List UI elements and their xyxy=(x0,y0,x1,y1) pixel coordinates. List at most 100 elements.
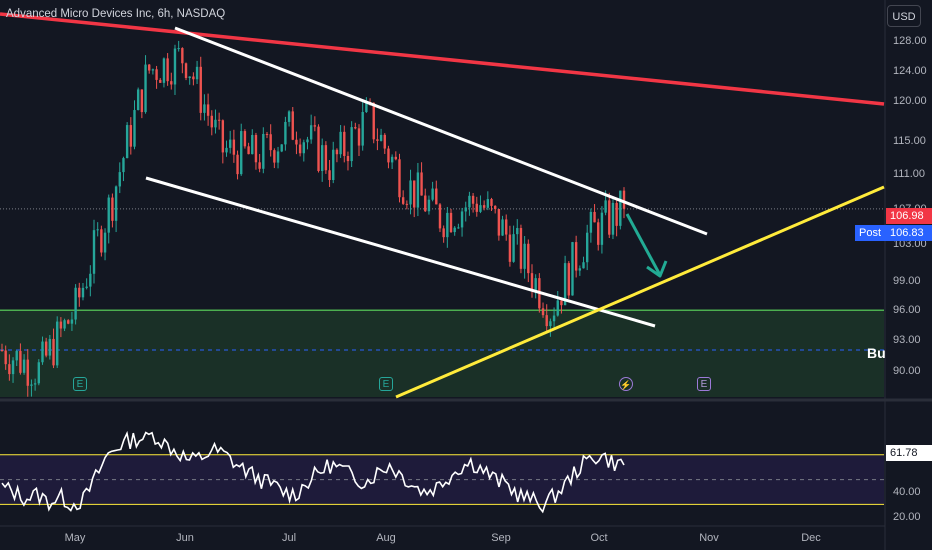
candle xyxy=(225,140,228,157)
candle xyxy=(11,357,15,383)
candle-body xyxy=(262,133,265,169)
candle-body xyxy=(192,76,195,80)
candle xyxy=(210,110,213,136)
candle xyxy=(420,162,423,196)
candle xyxy=(600,206,604,254)
earnings-event-icon[interactable]: E xyxy=(697,377,711,391)
candle-body xyxy=(431,188,434,200)
candle xyxy=(236,150,239,180)
candle-body xyxy=(339,131,342,155)
candle-body xyxy=(63,320,66,329)
candle xyxy=(608,192,611,239)
candle-body xyxy=(597,222,600,245)
price-axis-tick: 124.00 xyxy=(893,64,927,77)
candle xyxy=(306,136,309,150)
candle xyxy=(81,282,85,301)
candle-body xyxy=(324,145,328,171)
candle-body xyxy=(129,125,133,147)
candle xyxy=(133,100,136,150)
candle xyxy=(170,72,173,90)
candle-body xyxy=(133,110,136,147)
candle xyxy=(96,222,99,237)
candle xyxy=(203,94,206,121)
resistance-trendline xyxy=(0,12,885,106)
candle-body xyxy=(468,195,471,208)
candle-body xyxy=(148,64,151,71)
candle xyxy=(611,199,615,240)
candle xyxy=(567,261,570,299)
candle xyxy=(114,185,118,233)
candle-body xyxy=(298,144,302,154)
candle-body xyxy=(482,205,486,208)
candle-body xyxy=(236,154,239,175)
candle xyxy=(140,89,144,119)
candle-body xyxy=(92,230,96,274)
price-axis-tick: 128.00 xyxy=(893,34,927,47)
candle xyxy=(449,208,453,233)
candle-body xyxy=(111,197,114,221)
candle-body xyxy=(56,321,59,366)
candle xyxy=(357,124,361,157)
candle-body xyxy=(541,308,545,316)
candle xyxy=(615,199,618,237)
candle xyxy=(291,107,294,141)
candle xyxy=(37,359,41,386)
candle-body xyxy=(589,211,593,233)
candle-body xyxy=(125,125,129,159)
candle xyxy=(33,378,37,391)
currency-button[interactable]: USD xyxy=(887,5,921,27)
candle xyxy=(122,156,125,182)
candle-body xyxy=(247,146,250,155)
candle xyxy=(15,350,18,367)
candle-body xyxy=(578,268,582,271)
channel-lower-line xyxy=(145,176,656,328)
candle xyxy=(206,93,210,126)
candle xyxy=(512,225,515,263)
candle xyxy=(394,151,398,161)
candle xyxy=(435,180,438,205)
candle xyxy=(597,218,600,251)
candle-body xyxy=(464,207,467,212)
candle-body xyxy=(136,89,140,111)
candle xyxy=(100,225,103,257)
candle-body xyxy=(203,104,206,113)
candle-body xyxy=(309,125,313,140)
candle xyxy=(228,130,232,154)
candle-body xyxy=(512,234,515,262)
candle-body xyxy=(103,232,107,253)
candle xyxy=(258,154,261,173)
candle-body xyxy=(52,338,55,366)
time-axis-label: Jun xyxy=(176,532,194,544)
candle-body xyxy=(343,131,346,156)
candle xyxy=(59,317,63,338)
price-axis-tick: 90.00 xyxy=(893,364,921,377)
candle-body xyxy=(74,287,77,320)
candle-body xyxy=(67,320,70,324)
candle xyxy=(464,201,467,222)
candle xyxy=(284,116,287,151)
candle xyxy=(298,138,302,157)
candle xyxy=(556,291,559,317)
candle-body xyxy=(405,203,409,205)
candles-group xyxy=(0,40,626,397)
candle xyxy=(199,56,202,121)
candle xyxy=(486,191,490,211)
candle xyxy=(240,123,243,176)
candle-body xyxy=(258,162,261,169)
candle-body xyxy=(460,211,464,228)
candle xyxy=(214,109,217,134)
candle-body xyxy=(181,48,184,64)
candle-body xyxy=(379,134,383,141)
candle xyxy=(585,224,589,271)
candle-body xyxy=(269,134,272,151)
candle-body xyxy=(585,232,589,263)
candle xyxy=(125,122,129,159)
flash-event-icon[interactable]: ⚡ xyxy=(619,377,633,391)
candle xyxy=(78,282,81,307)
candle-body xyxy=(622,190,626,209)
earnings-event-icon[interactable]: E xyxy=(73,377,87,391)
price-axis-tick: 93.00 xyxy=(893,333,921,346)
candle xyxy=(85,278,88,290)
earnings-event-icon[interactable]: E xyxy=(379,377,393,391)
